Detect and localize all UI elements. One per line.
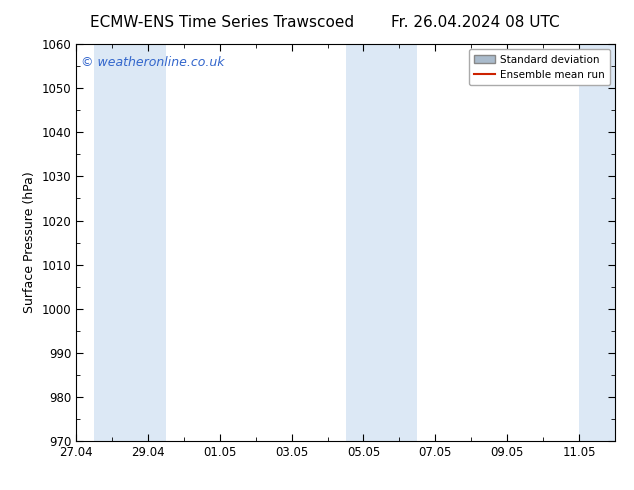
Text: © weatheronline.co.uk: © weatheronline.co.uk [81, 56, 225, 69]
Text: Fr. 26.04.2024 08 UTC: Fr. 26.04.2024 08 UTC [391, 15, 560, 30]
Legend: Standard deviation, Ensemble mean run: Standard deviation, Ensemble mean run [469, 49, 610, 85]
Text: ECMW-ENS Time Series Trawscoed: ECMW-ENS Time Series Trawscoed [90, 15, 354, 30]
Bar [346, 44, 417, 441]
Bar [94, 44, 166, 441]
Y-axis label: Surface Pressure (hPa): Surface Pressure (hPa) [23, 172, 36, 314]
Bar [579, 44, 615, 441]
